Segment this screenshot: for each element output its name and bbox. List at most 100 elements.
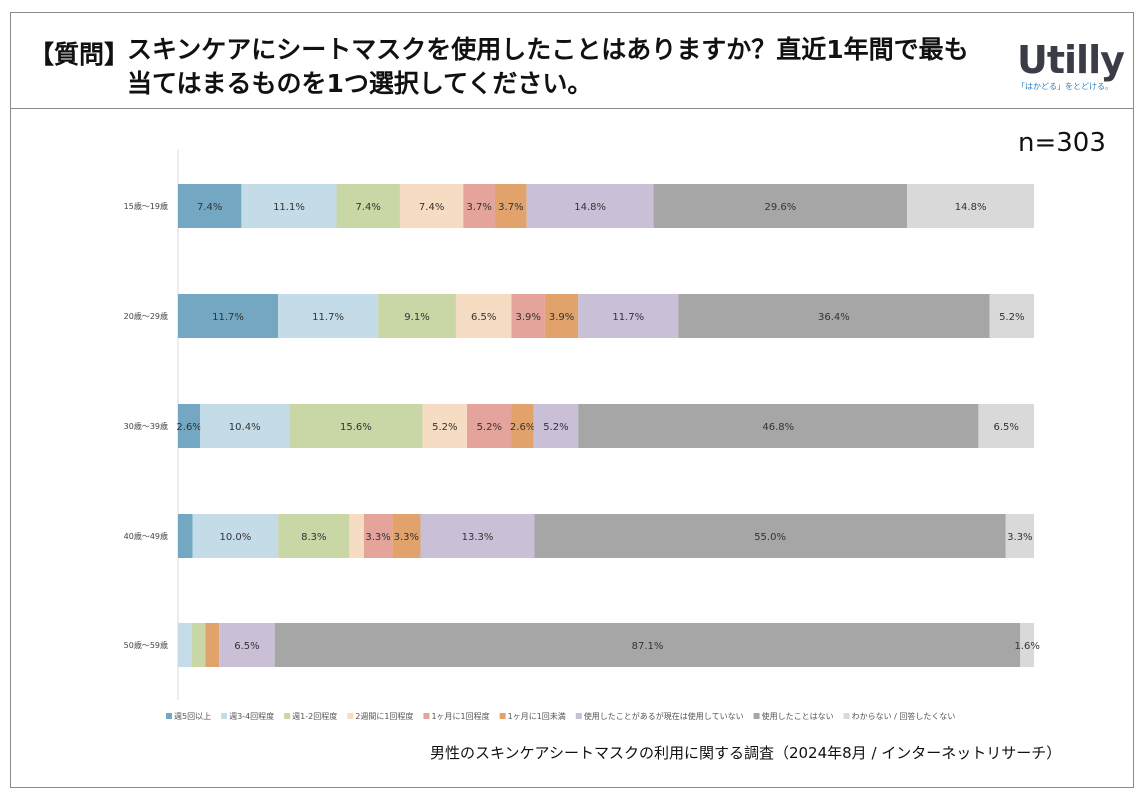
bar-segment [511, 404, 534, 448]
legend-swatch [166, 713, 172, 719]
legend-swatch [221, 713, 228, 719]
data-label: 55.0% [754, 532, 786, 543]
bar-segment [422, 404, 468, 448]
bar-segment [178, 294, 279, 338]
bar-segment [278, 294, 379, 338]
bar-segment [526, 184, 654, 228]
data-label: 1.6% [1014, 641, 1039, 652]
bar-segment [219, 623, 275, 667]
category-label: 40歳～49歳 [124, 531, 168, 541]
bar-segment [1020, 623, 1034, 667]
category-label: 15歳～19歳 [124, 201, 168, 211]
legend-label: 1ヶ月に1回未満 [508, 711, 566, 721]
legend-swatch [347, 713, 354, 719]
data-label: 10.4% [229, 422, 261, 433]
data-label: 3.3% [365, 532, 390, 543]
data-label: 3.9% [515, 312, 540, 323]
bar-segment [200, 404, 290, 448]
bar-segment [578, 294, 679, 338]
data-label: 14.8% [955, 202, 987, 213]
bar-segment [978, 404, 1034, 448]
data-label: 6.5% [471, 312, 496, 323]
data-label: 7.4% [197, 202, 222, 213]
data-label: 3.7% [498, 202, 523, 213]
bar-segment [392, 514, 421, 558]
question-header: 【質問】 スキンケアにシートマスクを使用したことはありますか？直近1年間で最も … [10, 12, 1134, 110]
data-label: 3.7% [466, 202, 491, 213]
category-label: 20歳～29歳 [124, 311, 168, 321]
data-label: 3.9% [549, 312, 574, 323]
data-label: 5.2% [477, 422, 502, 433]
bar-segment [907, 184, 1034, 228]
bar-segment [205, 623, 220, 667]
category-label: 50歳～59歳 [124, 640, 168, 650]
utilly-logo: Utilly 「はかどる」をとどける。 [1017, 38, 1125, 92]
category-label: 30歳～39歳 [124, 421, 168, 431]
bar-segment [420, 514, 535, 558]
data-label: 7.4% [356, 202, 381, 213]
bar-segment [653, 184, 908, 228]
bar-segment [363, 514, 393, 558]
bar-segment [678, 294, 990, 338]
bar-segment [989, 294, 1034, 338]
bar-segment [336, 184, 400, 228]
data-label: 87.1% [632, 641, 664, 652]
bar-segment [349, 514, 364, 558]
legend-swatch [423, 713, 430, 719]
legend-label: 週5回以上 [174, 712, 211, 721]
data-label: 15.6% [340, 422, 372, 433]
data-label: 2.6% [176, 422, 201, 433]
legend-swatch [284, 713, 291, 719]
bar-segment [178, 404, 201, 448]
question-text: スキンケアにシートマスクを使用したことはありますか？直近1年間で最も 当てはまる… [127, 33, 1007, 101]
bar-segment [1005, 514, 1034, 558]
legend-label: 使用したことがあるが現在は使用していない [584, 711, 744, 721]
logo-wordmark: Utilly [1017, 38, 1125, 82]
data-label: 46.8% [762, 422, 794, 433]
bar-segment [533, 404, 579, 448]
data-label: 36.4% [818, 312, 850, 323]
data-label: 13.3% [462, 532, 494, 543]
legend-swatch [499, 713, 506, 719]
bar-segment [511, 294, 545, 338]
bar-segment [178, 184, 242, 228]
data-label: 5.2% [543, 422, 568, 433]
bar-segment [495, 184, 527, 228]
data-label: 11.7% [212, 312, 244, 323]
bar-segment [534, 514, 1006, 558]
legend-label: 2週間に1回程度 [355, 711, 413, 721]
data-label: 3.3% [394, 532, 419, 543]
bar-segment [274, 623, 1021, 667]
source-caption: 男性のスキンケアシートマスクの利用に関する調査（2024年8月 / インターネッ… [430, 744, 1062, 762]
bar-segment [241, 184, 337, 228]
data-label: 11.7% [312, 312, 344, 323]
bar-segment [378, 294, 456, 338]
data-label: 2.6% [510, 422, 535, 433]
data-label: 10.0% [220, 532, 252, 543]
legend-swatch [575, 713, 582, 719]
bar-segment [463, 184, 496, 228]
question-tag: 【質問】 [29, 40, 130, 69]
data-label: 14.8% [574, 202, 606, 213]
legend-label: わからない / 回答したくない [852, 711, 956, 721]
data-label: 6.5% [234, 641, 259, 652]
data-label: 8.3% [301, 532, 326, 543]
data-label: 7.4% [419, 202, 444, 213]
bar-segment [191, 623, 206, 667]
sample-size-label: n=303 [1018, 128, 1106, 158]
data-label: 11.7% [612, 312, 644, 323]
question-line-2: 当てはまるものを1つ選択してください。 [127, 69, 593, 98]
bar-segment [578, 404, 979, 448]
legend-label: 1ヶ月に1回程度 [431, 711, 489, 721]
bar-segment [544, 294, 579, 338]
legend-label: 週3-4回程度 [229, 711, 274, 721]
bar-segment [178, 514, 193, 558]
bar-segment [278, 514, 350, 558]
legend-label: 使用したことはない [762, 711, 834, 721]
bar-segment [178, 623, 192, 667]
data-label: 3.3% [1007, 532, 1032, 543]
data-label: 29.6% [764, 202, 796, 213]
data-label: 11.1% [273, 202, 305, 213]
data-label: 5.2% [432, 422, 457, 433]
